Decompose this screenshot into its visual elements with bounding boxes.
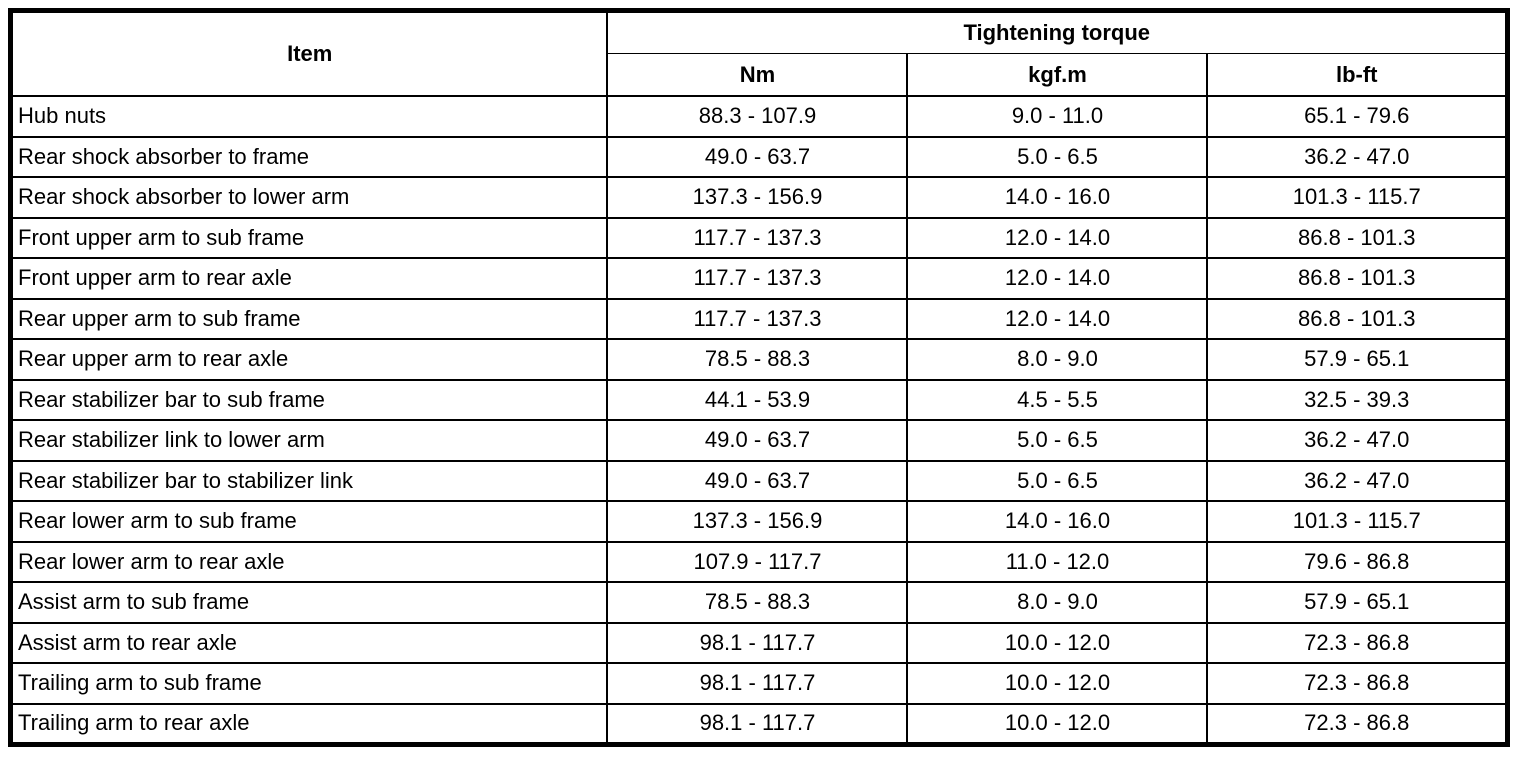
item-cell: Rear stabilizer bar to stabilizer link	[9, 459, 609, 502]
nm-cell: 49.0 - 63.7	[606, 135, 909, 178]
nm-cell: 98.1 - 117.7	[606, 662, 909, 705]
nm-cell: 117.7 - 137.3	[606, 257, 909, 300]
item-cell: Rear stabilizer bar to sub frame	[9, 378, 609, 421]
nm-cell: 117.7 - 137.3	[606, 216, 909, 259]
table-row: Rear shock absorber to frame 49.0 - 63.7…	[9, 135, 1509, 178]
lbft-cell: 65.1 - 79.6	[1206, 95, 1509, 138]
table-header: Item Tightening torque Nm kgf.m lb-ft	[9, 9, 1509, 97]
table-row: Rear lower arm to rear axle 107.9 - 117.…	[9, 540, 1509, 583]
table-row: Trailing arm to sub frame 98.1 - 117.7 1…	[9, 662, 1509, 705]
kgfm-cell: 5.0 - 6.5	[906, 459, 1209, 502]
table-row: Rear stabilizer bar to stabilizer link 4…	[9, 459, 1509, 502]
nm-cell: 107.9 - 117.7	[606, 540, 909, 583]
table-row: Hub nuts 88.3 - 107.9 9.0 - 11.0 65.1 - …	[9, 95, 1509, 138]
table-row: Rear upper arm to rear axle 78.5 - 88.3 …	[9, 338, 1509, 381]
item-cell: Rear shock absorber to frame	[9, 135, 609, 178]
kgfm-cell: 9.0 - 11.0	[906, 95, 1209, 138]
kgfm-cell: 8.0 - 9.0	[906, 581, 1209, 624]
lbft-cell: 57.9 - 65.1	[1206, 581, 1509, 624]
kgfm-cell: 14.0 - 16.0	[906, 500, 1209, 543]
nm-cell: 49.0 - 63.7	[606, 459, 909, 502]
lbft-cell: 86.8 - 101.3	[1206, 216, 1509, 259]
table-row: Front upper arm to rear axle 117.7 - 137…	[9, 257, 1509, 300]
kgfm-cell: 10.0 - 12.0	[906, 662, 1209, 705]
item-cell: Rear shock absorber to lower arm	[9, 176, 609, 219]
item-cell: Assist arm to sub frame	[9, 581, 609, 624]
column-header-nm: Nm	[606, 53, 909, 97]
kgfm-cell: 4.5 - 5.5	[906, 378, 1209, 421]
table-row: Front upper arm to sub frame 117.7 - 137…	[9, 216, 1509, 259]
item-cell: Rear upper arm to sub frame	[9, 297, 609, 340]
table-row: Assist arm to rear axle 98.1 - 117.7 10.…	[9, 621, 1509, 664]
item-cell: Trailing arm to rear axle	[9, 702, 609, 745]
kgfm-cell: 12.0 - 14.0	[906, 257, 1209, 300]
item-cell: Rear lower arm to rear axle	[9, 540, 609, 583]
lbft-cell: 86.8 - 101.3	[1206, 297, 1509, 340]
kgfm-cell: 12.0 - 14.0	[906, 216, 1209, 259]
column-header-kgfm: kgf.m	[906, 53, 1209, 97]
lbft-cell: 32.5 - 39.3	[1206, 378, 1509, 421]
lbft-cell: 72.3 - 86.8	[1206, 662, 1509, 705]
item-cell: Hub nuts	[9, 95, 609, 138]
item-cell: Rear upper arm to rear axle	[9, 338, 609, 381]
table-row: Rear lower arm to sub frame 137.3 - 156.…	[9, 500, 1509, 543]
nm-cell: 78.5 - 88.3	[606, 581, 909, 624]
nm-cell: 44.1 - 53.9	[606, 378, 909, 421]
lbft-cell: 57.9 - 65.1	[1206, 338, 1509, 381]
header-row-group: Item Tightening torque	[9, 9, 1509, 97]
nm-cell: 137.3 - 156.9	[606, 176, 909, 219]
lbft-cell: 79.6 - 86.8	[1206, 540, 1509, 583]
column-header-lbft: lb-ft	[1206, 53, 1509, 97]
nm-cell: 98.1 - 117.7	[606, 621, 909, 664]
kgfm-cell: 10.0 - 12.0	[906, 621, 1209, 664]
item-cell: Front upper arm to sub frame	[9, 216, 609, 259]
kgfm-cell: 5.0 - 6.5	[906, 419, 1209, 462]
kgfm-cell: 8.0 - 9.0	[906, 338, 1209, 381]
item-cell: Trailing arm to sub frame	[9, 662, 609, 705]
table-row: Rear shock absorber to lower arm 137.3 -…	[9, 176, 1509, 219]
table-row: Assist arm to sub frame 78.5 - 88.3 8.0 …	[9, 581, 1509, 624]
lbft-cell: 101.3 - 115.7	[1206, 500, 1509, 543]
table-row: Rear upper arm to sub frame 117.7 - 137.…	[9, 297, 1509, 340]
column-header-item: Item	[9, 9, 609, 97]
item-cell: Front upper arm to rear axle	[9, 257, 609, 300]
lbft-cell: 36.2 - 47.0	[1206, 135, 1509, 178]
lbft-cell: 101.3 - 115.7	[1206, 176, 1509, 219]
tightening-torque-table: Item Tightening torque Nm kgf.m lb-ft Hu…	[8, 8, 1510, 747]
kgfm-cell: 10.0 - 12.0	[906, 702, 1209, 745]
nm-cell: 88.3 - 107.9	[606, 95, 909, 138]
lbft-cell: 72.3 - 86.8	[1206, 621, 1509, 664]
nm-cell: 137.3 - 156.9	[606, 500, 909, 543]
item-cell: Rear lower arm to sub frame	[9, 500, 609, 543]
table-row: Rear stabilizer link to lower arm 49.0 -…	[9, 419, 1509, 462]
nm-cell: 78.5 - 88.3	[606, 338, 909, 381]
table-body: Hub nuts 88.3 - 107.9 9.0 - 11.0 65.1 - …	[9, 95, 1509, 745]
nm-cell: 49.0 - 63.7	[606, 419, 909, 462]
lbft-cell: 86.8 - 101.3	[1206, 257, 1509, 300]
column-header-tightening-torque: Tightening torque	[606, 9, 1509, 54]
kgfm-cell: 11.0 - 12.0	[906, 540, 1209, 583]
table-row: Trailing arm to rear axle 98.1 - 117.7 1…	[9, 702, 1509, 745]
header-row-units: Nm kgf.m lb-ft	[11, 53, 1509, 97]
lbft-cell: 36.2 - 47.0	[1206, 459, 1509, 502]
item-cell: Assist arm to rear axle	[9, 621, 609, 664]
kgfm-cell: 14.0 - 16.0	[906, 176, 1209, 219]
nm-cell: 117.7 - 137.3	[606, 297, 909, 340]
lbft-cell: 36.2 - 47.0	[1206, 419, 1509, 462]
kgfm-cell: 5.0 - 6.5	[906, 135, 1209, 178]
nm-cell: 98.1 - 117.7	[606, 702, 909, 745]
lbft-cell: 72.3 - 86.8	[1206, 702, 1509, 745]
kgfm-cell: 12.0 - 14.0	[906, 297, 1209, 340]
item-cell: Rear stabilizer link to lower arm	[9, 419, 609, 462]
table-row: Rear stabilizer bar to sub frame 44.1 - …	[9, 378, 1509, 421]
page: Item Tightening torque Nm kgf.m lb-ft Hu…	[8, 8, 1510, 747]
